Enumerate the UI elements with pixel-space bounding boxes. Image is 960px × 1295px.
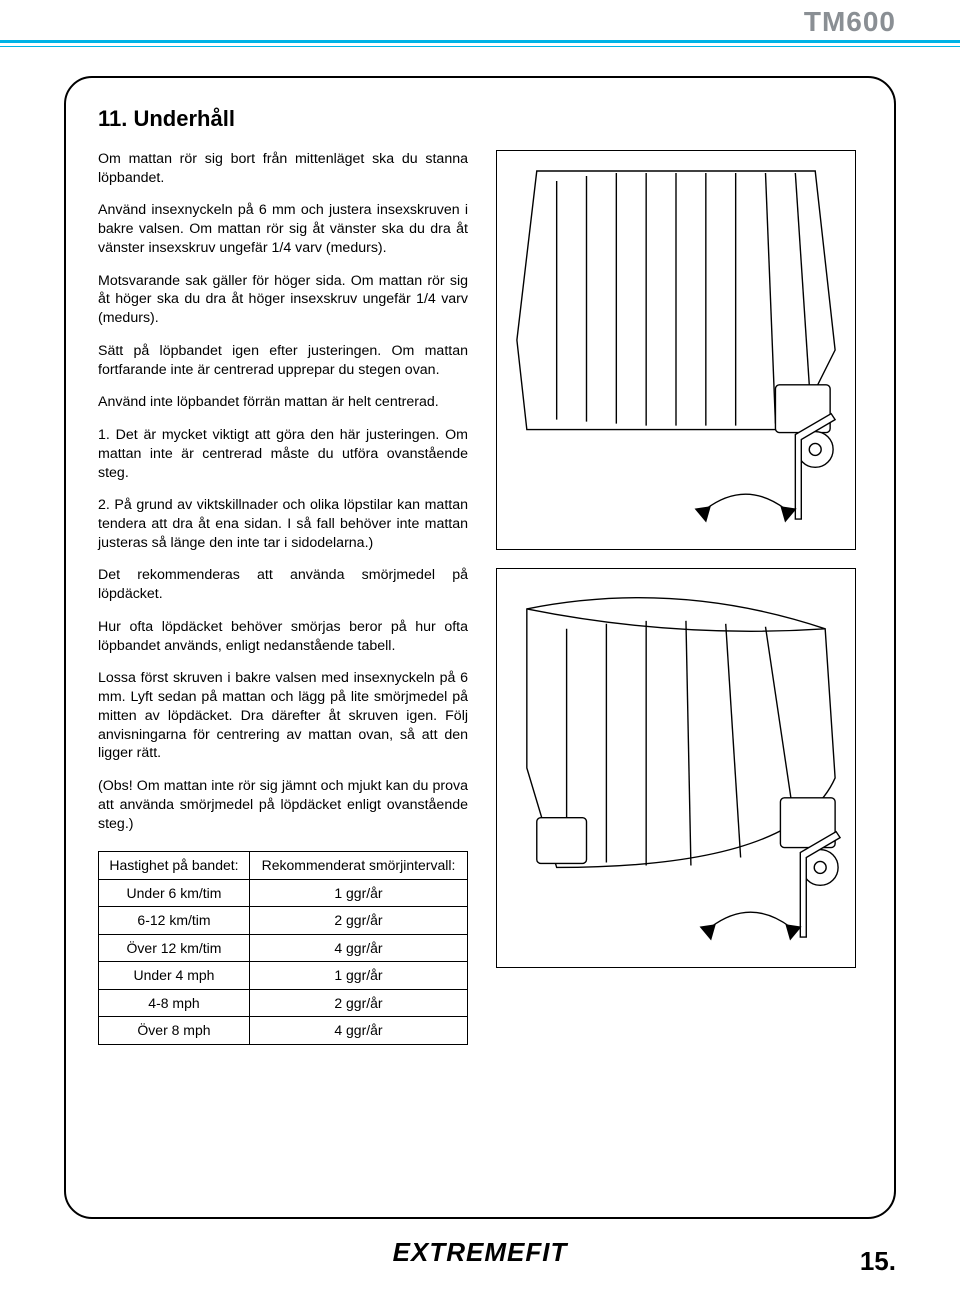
content-frame: 11. Underhåll Om mattan rör sig bort frå…: [64, 76, 896, 1219]
table-cell: 4-8 mph: [99, 989, 250, 1016]
paragraph: Hur ofta löpdäcket behöver smörjas beror…: [98, 618, 468, 655]
footer: EXTREMEFIT 15.: [0, 1237, 960, 1277]
table-cell: 4 ggr/år: [249, 934, 467, 961]
paragraph: Motsvarande sak gäller för höger sida. O…: [98, 272, 468, 328]
table-header: Hastighet på bandet:: [99, 852, 250, 879]
brand-suffix: FIT: [525, 1237, 567, 1267]
table-row: Över 12 km/tim4 ggr/år: [99, 934, 468, 961]
table-cell: 2 ggr/år: [249, 989, 467, 1016]
lubrication-table: Hastighet på bandet: Rekommenderat smörj…: [98, 851, 468, 1044]
paragraph: Använd inte löpbandet förrän mattan är h…: [98, 393, 468, 412]
paragraph: Använd insexnyckeln på 6 mm och justera …: [98, 201, 468, 257]
brand-prefix: EXTREME: [393, 1237, 526, 1267]
paragraph: Lossa först skruven i bakre valsen med i…: [98, 669, 468, 763]
section-title: 11. Underhåll: [98, 106, 862, 132]
table-cell: Under 4 mph: [99, 962, 250, 989]
table-row: Under 6 km/tim1 ggr/år: [99, 879, 468, 906]
text-column: Om mattan rör sig bort från mittenläget …: [98, 150, 468, 1045]
figure-belt-adjust-2: [496, 568, 856, 968]
figure-belt-adjust-1: [496, 150, 856, 550]
table-row: 6-12 km/tim2 ggr/år: [99, 907, 468, 934]
header-rule-thick: [0, 40, 960, 43]
table-cell: 2 ggr/år: [249, 907, 467, 934]
page: TM600 11. Underhåll Om mattan rör sig bo…: [0, 0, 960, 1295]
table-cell: 1 ggr/år: [249, 879, 467, 906]
header: TM600: [0, 0, 960, 44]
table-cell: Över 8 mph: [99, 1017, 250, 1044]
table-cell: Över 12 km/tim: [99, 934, 250, 961]
lubrication-table-wrap: Hastighet på bandet: Rekommenderat smörj…: [98, 851, 468, 1044]
table-cell: Under 6 km/tim: [99, 879, 250, 906]
header-rule-thin: [0, 46, 960, 47]
table-row: Över 8 mph4 ggr/år: [99, 1017, 468, 1044]
brand-logo: EXTREMEFIT: [393, 1237, 568, 1268]
model-title: TM600: [804, 6, 896, 38]
table-cell: 6-12 km/tim: [99, 907, 250, 934]
table-cell: 1 ggr/år: [249, 962, 467, 989]
table-row: 4-8 mph2 ggr/år: [99, 989, 468, 1016]
paragraph: 2. På grund av viktskillnader och olika …: [98, 496, 468, 552]
table-header: Rekommenderat smörjintervall:: [249, 852, 467, 879]
two-column-layout: Om mattan rör sig bort från mittenläget …: [98, 150, 862, 1045]
figure-column: [496, 150, 862, 1045]
paragraph: 1. Det är mycket viktigt att göra den hä…: [98, 426, 468, 482]
paragraph: Det rekommenderas att använda smörjmedel…: [98, 566, 468, 603]
paragraph: (Obs! Om mattan inte rör sig jämnt och m…: [98, 777, 468, 833]
paragraph: Om mattan rör sig bort från mittenläget …: [98, 150, 468, 187]
paragraph: Sätt på löpbandet igen efter justeringen…: [98, 342, 468, 379]
page-number: 15.: [860, 1246, 896, 1277]
table-row: Under 4 mph1 ggr/år: [99, 962, 468, 989]
table-cell: 4 ggr/år: [249, 1017, 467, 1044]
table-row: Hastighet på bandet: Rekommenderat smörj…: [99, 852, 468, 879]
